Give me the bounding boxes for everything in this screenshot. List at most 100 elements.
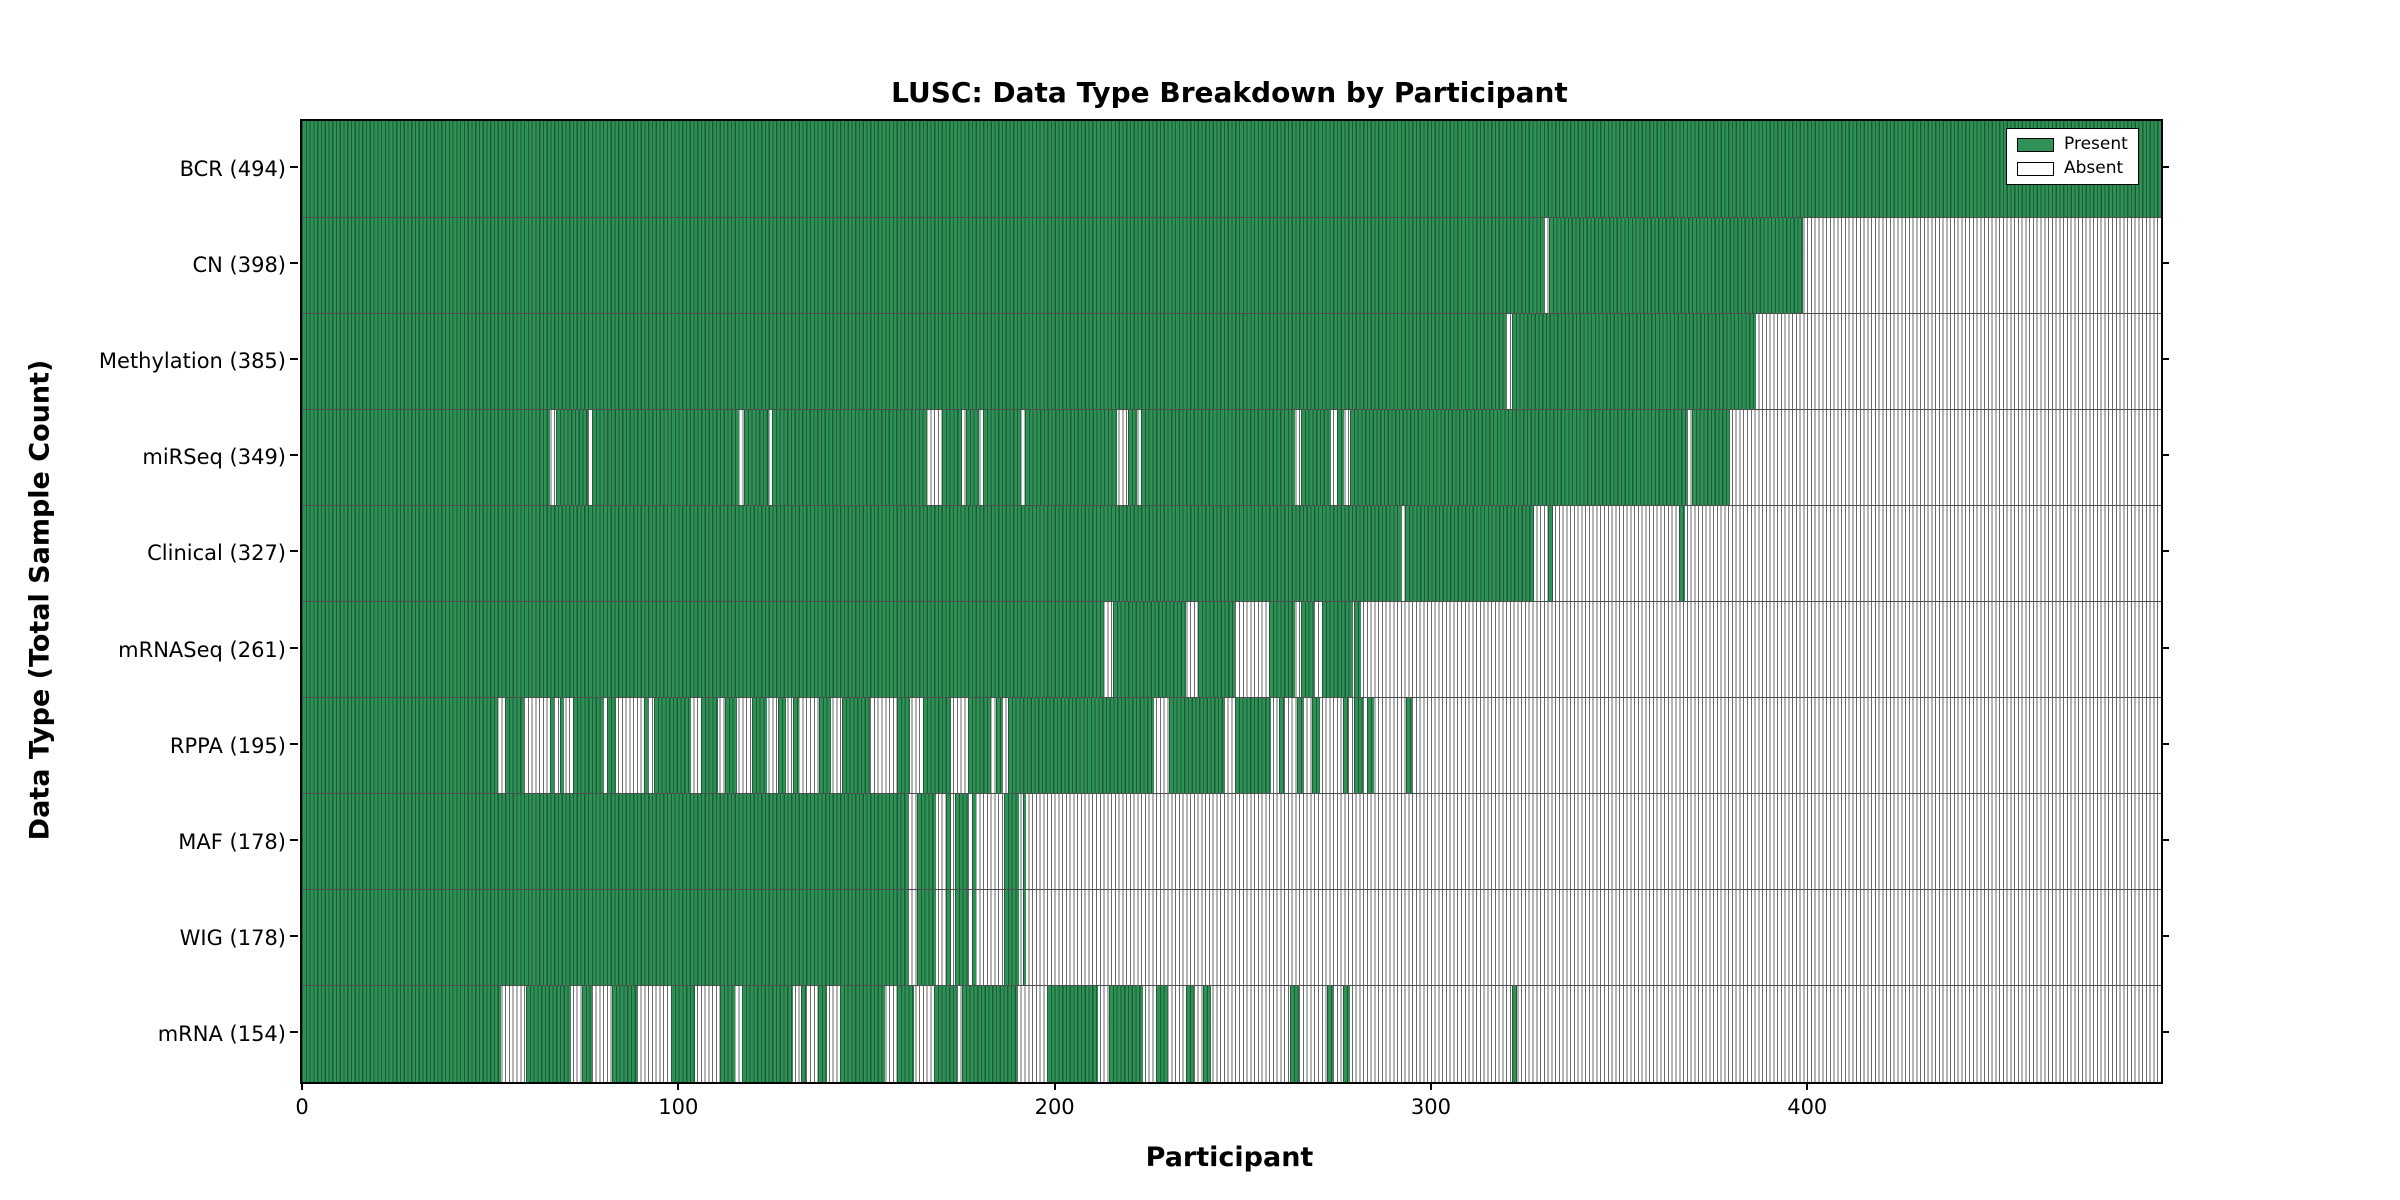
present-segment bbox=[302, 601, 1104, 698]
present-segment bbox=[945, 793, 952, 890]
legend-absent-label: Absent bbox=[2064, 158, 2124, 178]
present-segment bbox=[896, 985, 914, 1082]
y-tick-label-maf: MAF (178) bbox=[178, 829, 286, 854]
present-segment bbox=[1235, 697, 1271, 794]
present-segment bbox=[725, 697, 737, 794]
present-segment bbox=[772, 409, 927, 506]
y-tick-mark bbox=[290, 454, 298, 457]
row-separator bbox=[302, 601, 2161, 602]
x-tick-mark bbox=[677, 1082, 680, 1090]
present-segment bbox=[1269, 601, 1296, 698]
present-segment bbox=[1112, 601, 1187, 698]
present-segment bbox=[983, 409, 1021, 506]
row-separator bbox=[302, 889, 2161, 891]
present-segment bbox=[1366, 697, 1375, 794]
present-segment bbox=[966, 409, 980, 506]
row-cn bbox=[302, 217, 2161, 314]
row-separator bbox=[302, 408, 2161, 410]
plot-area bbox=[300, 119, 2163, 1084]
present-segment bbox=[1301, 601, 1315, 698]
present-segment bbox=[1024, 409, 1117, 506]
legend-entry-absent: Absent bbox=[2017, 160, 2128, 177]
present-segment bbox=[751, 697, 767, 794]
row-separator bbox=[302, 697, 2161, 699]
present-segment bbox=[922, 697, 952, 794]
present-segment bbox=[817, 985, 827, 1082]
row-mrna bbox=[302, 985, 2161, 1082]
present-segment bbox=[1301, 409, 1332, 506]
y-tick-mark bbox=[290, 646, 298, 649]
legend-entry-present: Present bbox=[2017, 136, 2128, 153]
x-tick-label-0: 0 bbox=[295, 1095, 309, 1119]
y-tick-label-mrna: mRNA (154) bbox=[157, 1021, 286, 1046]
y-axis-title: Data Type (Total Sample Count) bbox=[24, 359, 56, 840]
y-tick-mark bbox=[290, 262, 298, 265]
present-segment bbox=[1511, 985, 1518, 1082]
present-segment bbox=[1342, 985, 1351, 1082]
present-segment bbox=[612, 985, 637, 1082]
present-segment bbox=[719, 985, 735, 1082]
present-segment bbox=[1047, 985, 1098, 1082]
present-segment bbox=[968, 697, 991, 794]
present-segment bbox=[606, 697, 617, 794]
absent-swatch-icon bbox=[2017, 161, 2054, 176]
present-segment bbox=[525, 985, 572, 1082]
present-segment bbox=[1007, 697, 1155, 794]
present-segment bbox=[559, 697, 564, 794]
present-segment bbox=[996, 697, 1002, 794]
row-mirseq bbox=[302, 409, 2161, 506]
y-tick-mark bbox=[2161, 646, 2169, 649]
present-segment bbox=[954, 889, 969, 986]
present-segment bbox=[954, 793, 969, 890]
y-tick-mark bbox=[290, 358, 298, 361]
present-segment bbox=[1404, 505, 1535, 602]
legend-present-label: Present bbox=[2064, 134, 2128, 154]
present-segment bbox=[778, 697, 786, 794]
present-segment bbox=[670, 985, 696, 1082]
y-tick-mark bbox=[290, 838, 298, 841]
y-tick-label-cn: CN (398) bbox=[192, 253, 286, 278]
present-segment bbox=[302, 409, 551, 506]
y-tick-mark bbox=[290, 742, 298, 745]
row-separator bbox=[302, 793, 2161, 795]
present-segment bbox=[1350, 409, 1687, 506]
present-segment bbox=[742, 985, 794, 1082]
present-segment bbox=[1003, 793, 1019, 890]
present-segment bbox=[1003, 889, 1019, 986]
x-tick-label-200: 200 bbox=[1034, 1095, 1075, 1119]
present-segment bbox=[550, 697, 555, 794]
present-segment bbox=[971, 793, 976, 890]
present-segment bbox=[302, 697, 498, 794]
x-tick-label-300: 300 bbox=[1410, 1095, 1451, 1119]
present-segment bbox=[1342, 697, 1349, 794]
present-segment bbox=[1312, 697, 1320, 794]
y-tick-mark bbox=[2161, 166, 2169, 169]
legend: Present Absent bbox=[2006, 128, 2139, 185]
present-segment bbox=[1203, 985, 1211, 1082]
x-tick-label-400: 400 bbox=[1787, 1095, 1828, 1119]
y-tick-mark bbox=[290, 1030, 298, 1033]
y-tick-mark bbox=[2161, 454, 2169, 457]
present-segment bbox=[505, 697, 525, 794]
row-methylation bbox=[302, 313, 2161, 410]
y-tick-mark bbox=[2161, 934, 2169, 937]
present-segment bbox=[842, 697, 871, 794]
present-segment bbox=[1022, 889, 1027, 986]
y-tick-mark bbox=[290, 166, 298, 169]
row-clinical bbox=[302, 505, 2161, 602]
present-segment bbox=[1141, 409, 1296, 506]
present-segment bbox=[644, 697, 649, 794]
present-segment bbox=[1321, 601, 1352, 698]
present-segment bbox=[1197, 601, 1236, 698]
present-segment bbox=[917, 889, 937, 986]
x-tick-mark bbox=[1429, 1082, 1432, 1090]
present-segment bbox=[1289, 985, 1300, 1082]
present-segment bbox=[1679, 505, 1685, 602]
present-segment bbox=[896, 697, 910, 794]
present-segment bbox=[572, 697, 604, 794]
present-segment bbox=[302, 121, 2161, 218]
present-segment bbox=[302, 505, 1401, 602]
present-segment bbox=[1549, 217, 1804, 314]
present-segment bbox=[1692, 409, 1731, 506]
y-tick-mark bbox=[2161, 1030, 2169, 1033]
